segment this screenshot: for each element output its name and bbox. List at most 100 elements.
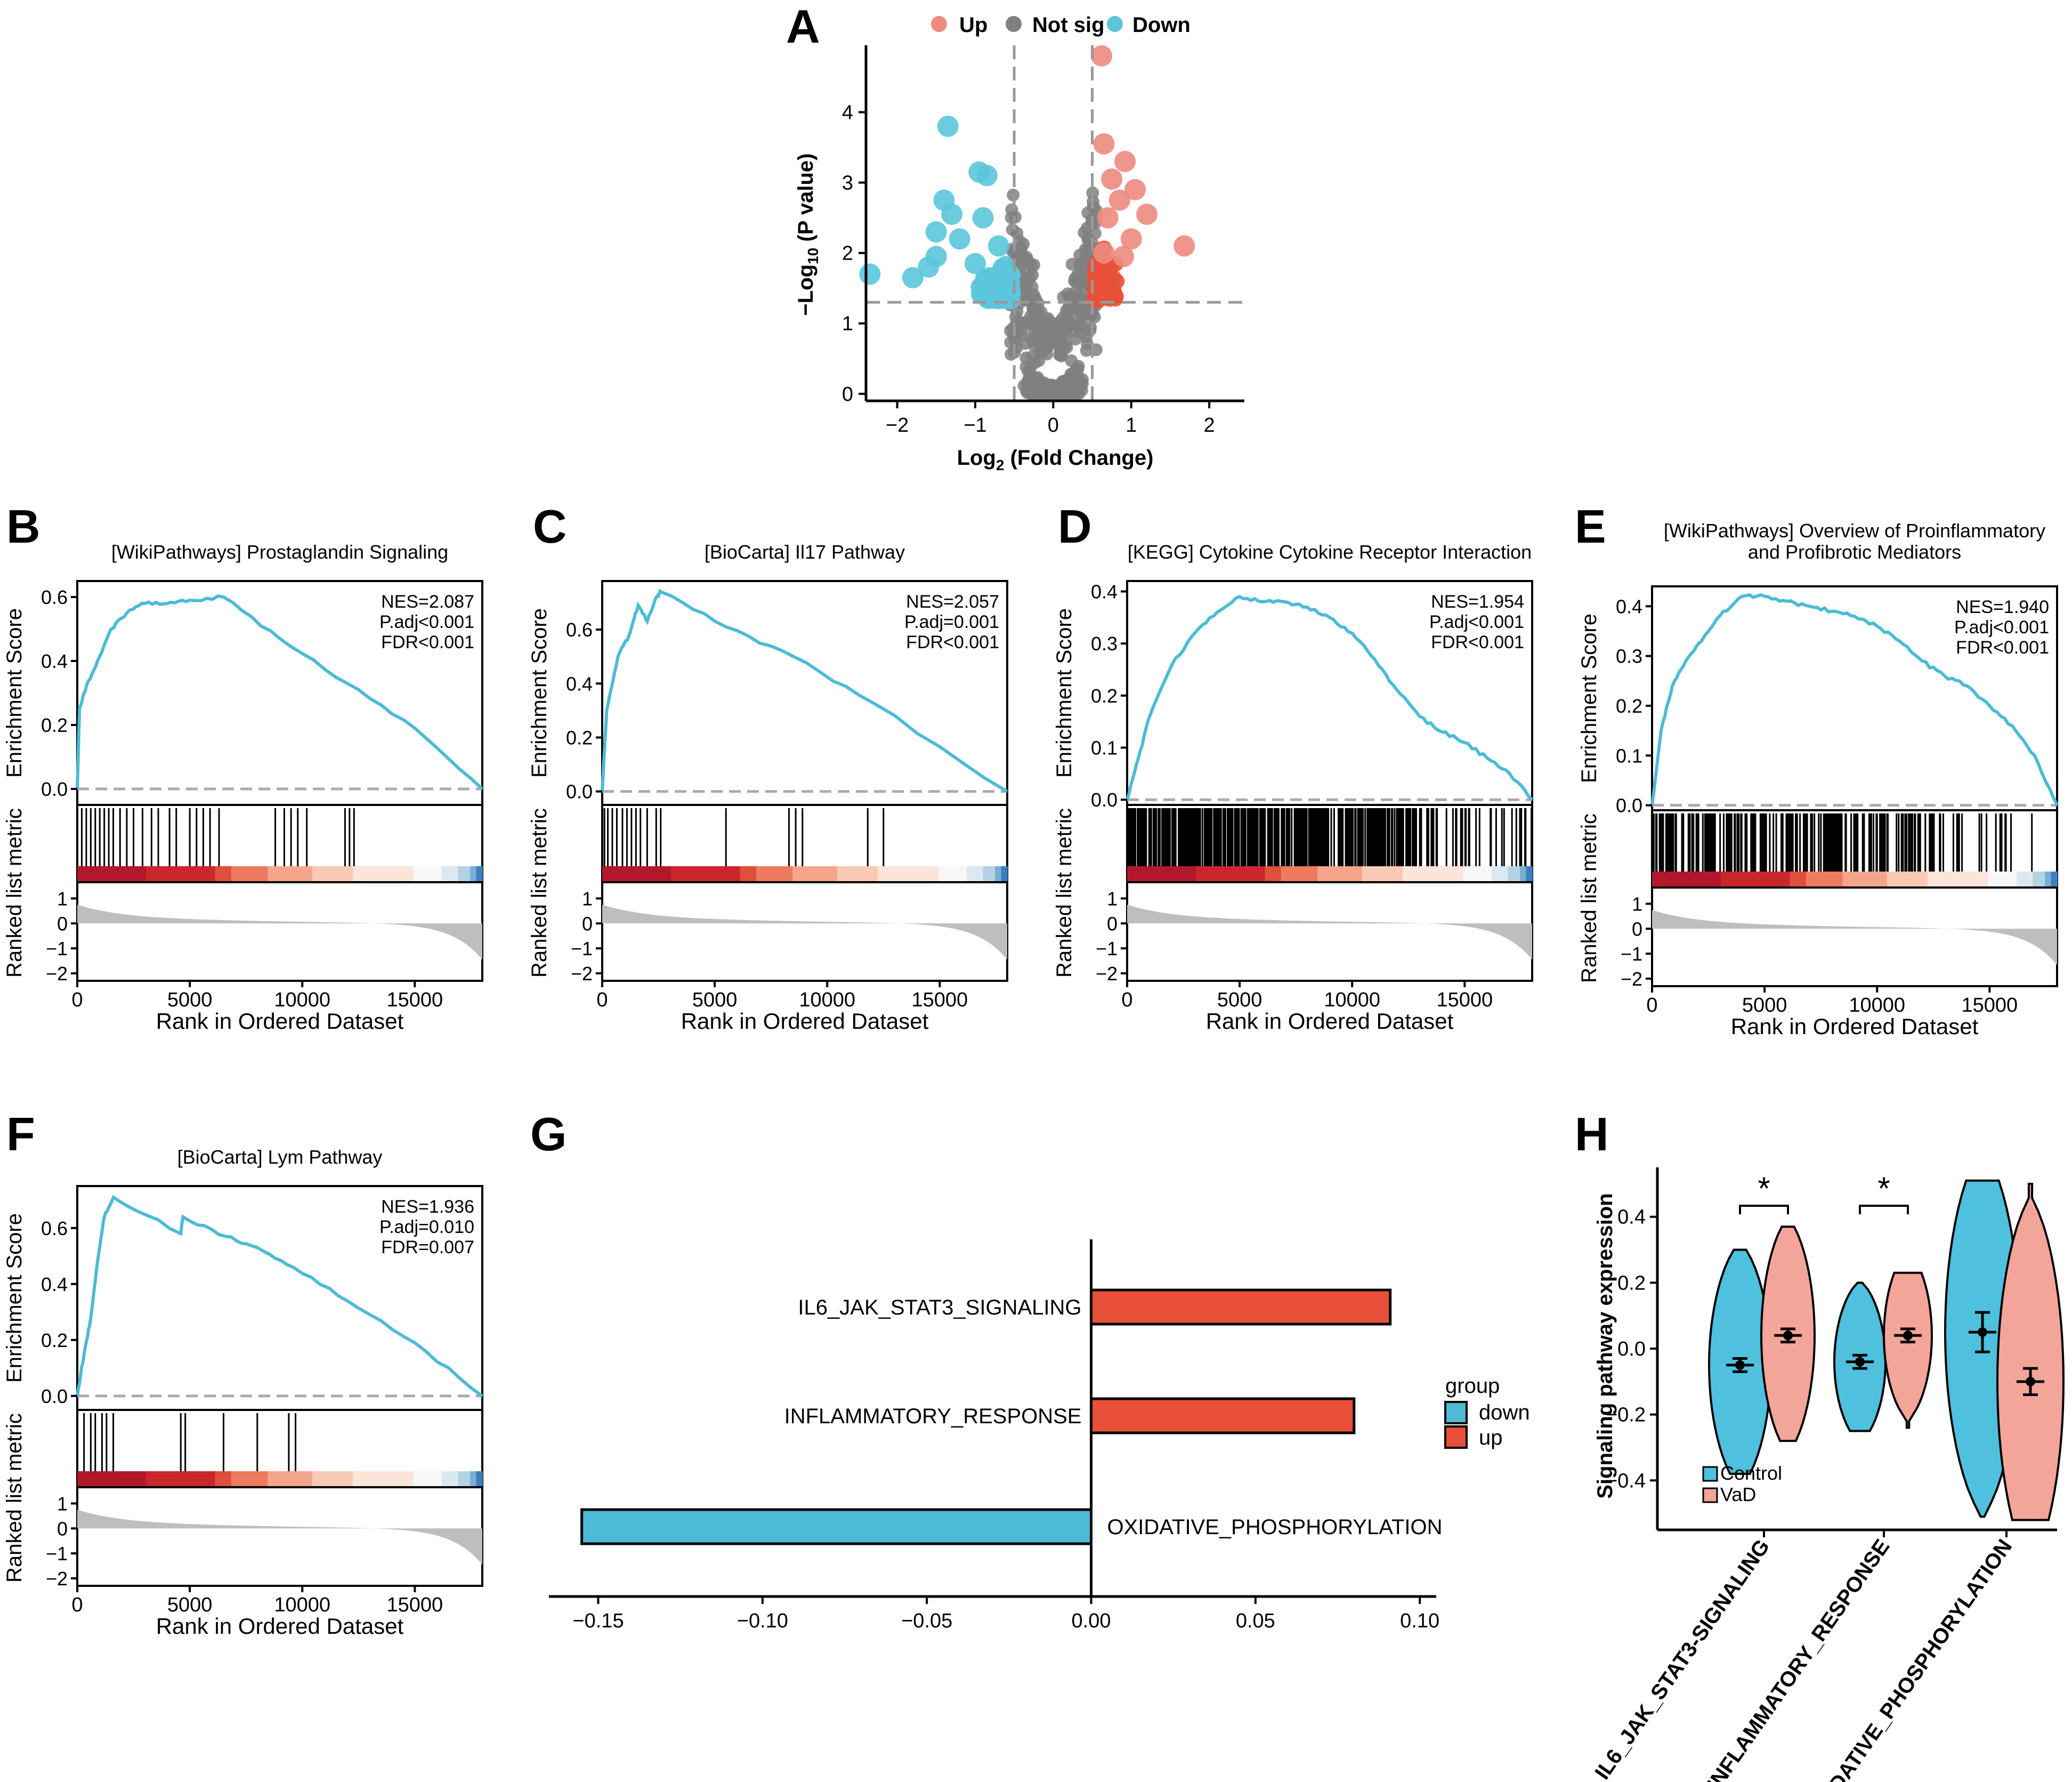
notsig-point (1084, 320, 1097, 334)
up-point (1101, 168, 1123, 190)
violin-legend-vad-label: VaD (1720, 1483, 1756, 1505)
gsea-stat: NES=1.936 (381, 1197, 474, 1217)
notsig-point (1073, 248, 1087, 262)
bar-x-tick-label: −0.15 (572, 1610, 624, 1632)
up-point (1173, 235, 1195, 257)
gsea-colorbar-segment (2045, 872, 2052, 888)
gsea-metric-tick-label: −2 (46, 963, 68, 985)
up-point (1136, 203, 1158, 225)
gsea-colorbar-segment (77, 866, 147, 882)
gsea-y-tick-label: 0.2 (566, 727, 593, 748)
down-point (859, 263, 881, 285)
gsea-title: [BioCarta] Il17 Pathway (705, 541, 905, 563)
gsea-colorbar-segment (938, 866, 967, 882)
gsea-colorbar-segment (1362, 866, 1403, 882)
gsea-title: [WikiPathways] Prostaglandin Signaling (111, 541, 448, 563)
gsea-xlabel: Rank in Ordered Dataset (681, 1009, 929, 1034)
volcano-plot: −2 −1 0 1 2 0 1 2 3 4 (842, 45, 1244, 437)
up-point (1097, 207, 1119, 229)
notsig-point (1025, 332, 1038, 345)
gsea-y-tick-label: 0.6 (41, 586, 68, 608)
gsea-y-tick-label: 0.6 (566, 619, 593, 641)
gsea-metric-tick-label: 0 (582, 913, 593, 934)
notsig-point (1086, 187, 1099, 199)
violin-legend-vad-swatch (1702, 1487, 1718, 1503)
gsea-y-tick-label: 0.6 (41, 1217, 68, 1239)
gsea-metric-tick-label: −1 (1621, 943, 1642, 965)
volcano-x-tick-label: 1 (1126, 414, 1137, 437)
down-point (988, 266, 1005, 284)
violin-mean-dot (1978, 1327, 1987, 1337)
panel-label-h: H (1575, 1108, 1609, 1160)
gsea-enrichment-curve (76, 1195, 483, 1398)
gsea-colorbar-segment (1887, 872, 1928, 888)
up-point (1108, 189, 1130, 211)
gsea-panel-5: [BioCarta] Lym Pathway NES=1.936P.adj=0.0… (3, 1146, 483, 1639)
gsea-y-tick-label: 0.4 (566, 673, 593, 695)
violin-vad-2 (1882, 1271, 1933, 1429)
violin-vad-3 (1996, 1182, 2065, 1521)
gsea-colorbar-segment (476, 1471, 483, 1487)
gsea-colorbar-segment (352, 866, 414, 882)
gsea-colorbar-segment (602, 866, 672, 882)
gsea-rank-colorbar (602, 866, 1008, 882)
bar-x-tick-label: −0.10 (737, 1610, 788, 1632)
violin-mean-dot (1903, 1331, 1913, 1341)
legend-notsig-label: Not sig (1032, 13, 1105, 37)
bar-x-tick-label: −0.05 (901, 1610, 952, 1632)
panel-a: A Up Not sig Down −2 −1 0 1 2 0 1 2 3 4 Log2 (Fol… (786, 0, 1244, 473)
panel-label-c: C (533, 500, 567, 553)
gsea-metric-area (77, 1510, 482, 1565)
gsea-x-tick-label: 15000 (911, 989, 968, 1011)
up-point (1124, 179, 1146, 200)
gsea-colorbar-segment (215, 1471, 232, 1487)
gsea-enrichment-curve (1650, 593, 2059, 806)
down-point (949, 228, 970, 250)
gsea-enrichment-curve (1126, 594, 1534, 801)
gsea-x-tick-label: 0 (1121, 989, 1132, 1011)
gsea-metric-frame (76, 881, 483, 982)
violin-mean-dot (1783, 1331, 1793, 1341)
gsea-colorbar-segment (312, 1471, 353, 1487)
gsea-colorbar-segment (352, 1471, 414, 1487)
bar-x-tick-label: 0.05 (1236, 1610, 1275, 1632)
gsea-stat: NES=1.954 (1431, 592, 1524, 612)
gsea-y-tick-label: 0.3 (1091, 633, 1118, 655)
gsea-colorbar-segment (1526, 866, 1533, 882)
gsea-panel-1: [WikiPathways] Prostaglandin Signaling NE… (3, 541, 484, 1034)
notsig-point (1025, 280, 1039, 294)
gsea-hit-marks (603, 808, 885, 866)
gsea-x-tick-label: 5000 (1217, 989, 1262, 1011)
volcano-y-tick-label: 1 (842, 313, 853, 335)
gsea-y-tick-label: 0.4 (1616, 595, 1642, 617)
gsea-colorbar-segment (1317, 866, 1363, 882)
gsea-metric-tick-label: 0 (1107, 913, 1118, 934)
gsea-x-tick-label: 5000 (167, 1594, 213, 1616)
gsea-metric-tick-label: −1 (46, 1543, 68, 1565)
panel-label-d: D (1058, 500, 1092, 553)
gsea-xlabel: Rank in Ordered Dataset (156, 1614, 404, 1639)
panel-label-f: F (6, 1108, 35, 1160)
gsea-xlabel: Rank in Ordered Dataset (1731, 1014, 1979, 1039)
volcano-y-tick-label: 0 (842, 383, 853, 406)
gsea-metric-tick-label: 1 (1632, 893, 1642, 915)
gsea-stat: FDR=0.007 (381, 1237, 474, 1257)
panel-label-g: G (530, 1108, 566, 1160)
gsea-colorbar-segment (967, 866, 984, 882)
gsea-metric-tick-label: −1 (46, 938, 68, 959)
gsea-hit-marks (83, 1413, 297, 1471)
gsea-colorbar-segment (1988, 872, 2017, 888)
gsea-stat: FDR<0.001 (381, 632, 474, 652)
gsea-y-tick-label: 0.2 (1091, 685, 1118, 707)
gsea-metric-tick-label: 0 (1632, 918, 1642, 940)
notsig-point (1029, 294, 1042, 307)
volcano-x-tick-label: −1 (964, 414, 986, 437)
gsea-metric-tick-label: 1 (57, 1493, 68, 1514)
gsea-metric-frame (601, 881, 1008, 982)
volcano-x-tick-label: −2 (886, 414, 909, 437)
notsig-point (1050, 381, 1064, 394)
violin-legend-control-label: Control (1720, 1462, 1782, 1484)
gsea-x-tick-label: 0 (71, 989, 83, 1011)
violin-x-tick-label: OXIDATIVE_PHOSPHORYLATION (1803, 1535, 2017, 1782)
bar-il6-jak-stat3-signaling (1090, 1288, 1392, 1326)
